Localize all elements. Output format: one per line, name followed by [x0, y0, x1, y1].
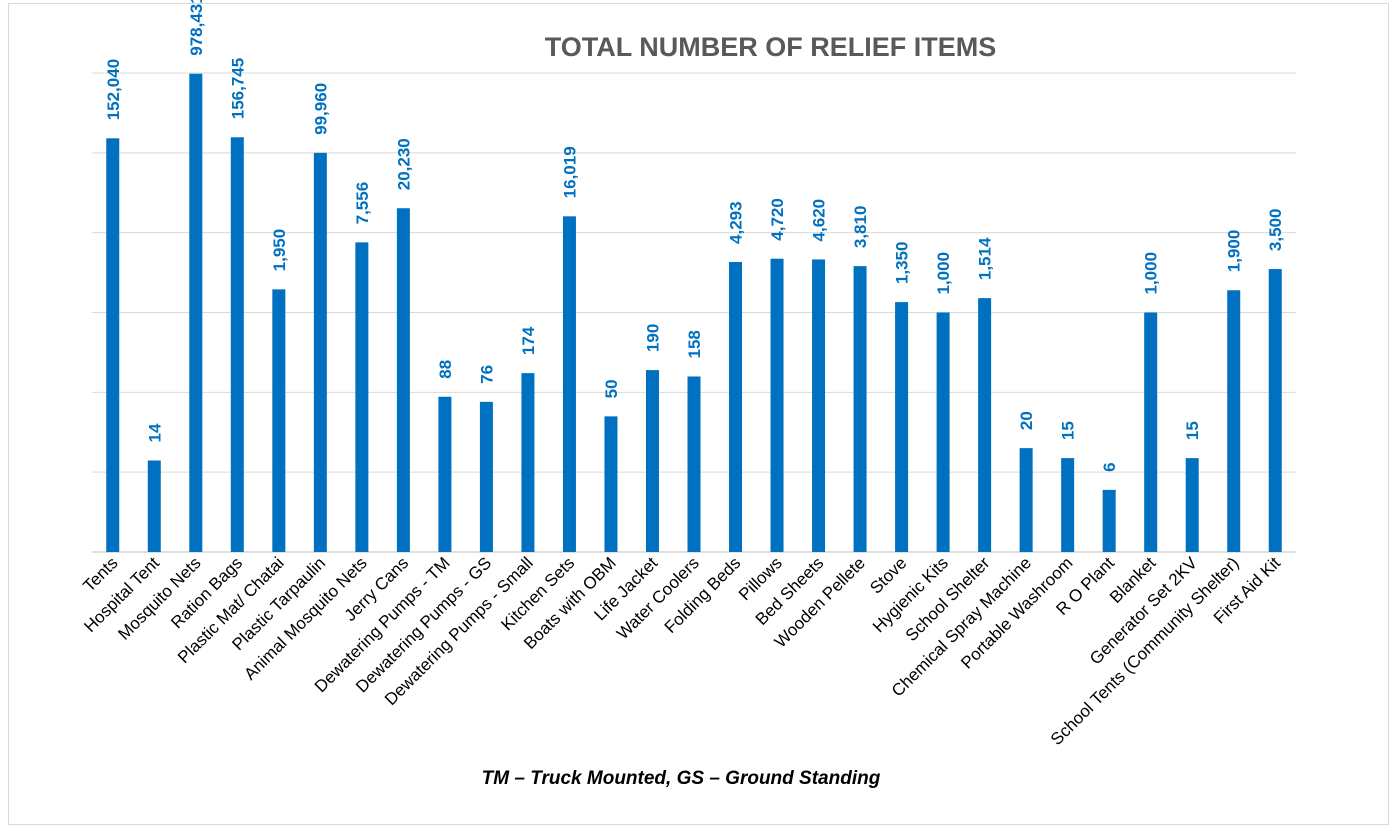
data-label-ration-bags: 156,745: [228, 58, 247, 119]
bar-wooden-pellete: [853, 266, 867, 552]
bar-water-coolers: [687, 376, 701, 552]
data-label-hospital-tent: 14: [145, 423, 164, 442]
data-label-chemical-spray-machine: 20: [1017, 411, 1036, 430]
bar-animal-mosquito-nets: [355, 242, 369, 552]
data-label-generator-set-2kv: 15: [1183, 421, 1202, 440]
bar-plastic-tarpaulin: [313, 152, 327, 552]
data-label-school-tents-community-shelter: 1,900: [1225, 230, 1244, 273]
bar-stove: [895, 302, 909, 552]
bar-bed-sheets: [812, 259, 826, 552]
bar-boats-with-obm: [604, 416, 618, 552]
bar-generator-set-2kv: [1185, 458, 1199, 552]
bar-jerry-cans: [396, 208, 410, 553]
data-label-tents: 152,040: [104, 59, 123, 120]
data-label-first-aid-kit: 3,500: [1266, 209, 1285, 252]
data-label-blanket: 1,000: [1142, 252, 1161, 295]
data-label-pillows: 4,720: [768, 198, 787, 241]
bar-r-o-plant: [1102, 489, 1116, 552]
data-label-school-shelter: 1,514: [976, 237, 995, 280]
bar-dewatering-pumps-tm: [438, 396, 452, 552]
bar-life-jacket: [645, 370, 659, 552]
bar-ration-bags: [230, 137, 244, 552]
bar-hygienic-kits: [936, 312, 950, 552]
bar-first-aid-kit: [1268, 269, 1282, 552]
data-label-hygienic-kits: 1,000: [934, 252, 953, 295]
bar-folding-beds: [729, 261, 743, 552]
bar-dewatering-pumps-gs: [479, 401, 493, 552]
data-label-folding-beds: 4,293: [727, 201, 746, 244]
chart-footnote: TM – Truck Mounted, GS – Ground Standing: [481, 768, 881, 789]
data-label-r-o-plant: 6: [1100, 462, 1119, 471]
data-label-dewatering-pumps-tm: 88: [436, 360, 455, 379]
bar-mosquito-nets: [189, 73, 203, 552]
data-label-life-jacket: 190: [643, 324, 662, 352]
data-label-plastic-tarpaulin: 99,960: [311, 83, 330, 135]
data-label-mosquito-nets: 978,431: [187, 0, 206, 56]
bar-blanket: [1144, 312, 1158, 552]
bar-school-tents-community-shelter: [1227, 290, 1241, 552]
chart-title: TOTAL NUMBER OF RELIEF ITEMS: [544, 32, 997, 62]
data-label-jerry-cans: 20,230: [394, 138, 413, 190]
data-label-animal-mosquito-nets: 7,556: [353, 182, 372, 225]
bar-pillows: [770, 258, 784, 552]
data-label-water-coolers: 158: [685, 330, 704, 358]
data-label-wooden-pellete: 3,810: [851, 206, 870, 249]
data-label-portable-washroom: 15: [1059, 421, 1078, 440]
bar-school-shelter: [978, 298, 992, 552]
data-label-plastic-mat-chatai: 1,950: [270, 229, 289, 272]
data-label-boats-with-obm: 50: [602, 379, 621, 398]
bar-plastic-mat-chatai: [272, 289, 286, 552]
data-label-stove: 1,350: [893, 242, 912, 285]
bar-kitchen-sets: [562, 216, 576, 552]
bar-tents: [106, 138, 120, 552]
bar-portable-washroom: [1061, 458, 1075, 552]
data-label-kitchen-sets: 16,019: [560, 146, 579, 198]
bar-chemical-spray-machine: [1019, 448, 1033, 552]
bar-dewatering-pumps-small: [521, 373, 535, 552]
data-label-bed-sheets: 4,620: [810, 199, 829, 242]
data-label-dewatering-pumps-gs: 76: [477, 365, 496, 384]
bar-hospital-tent: [147, 460, 161, 552]
data-label-dewatering-pumps-small: 174: [519, 326, 538, 355]
